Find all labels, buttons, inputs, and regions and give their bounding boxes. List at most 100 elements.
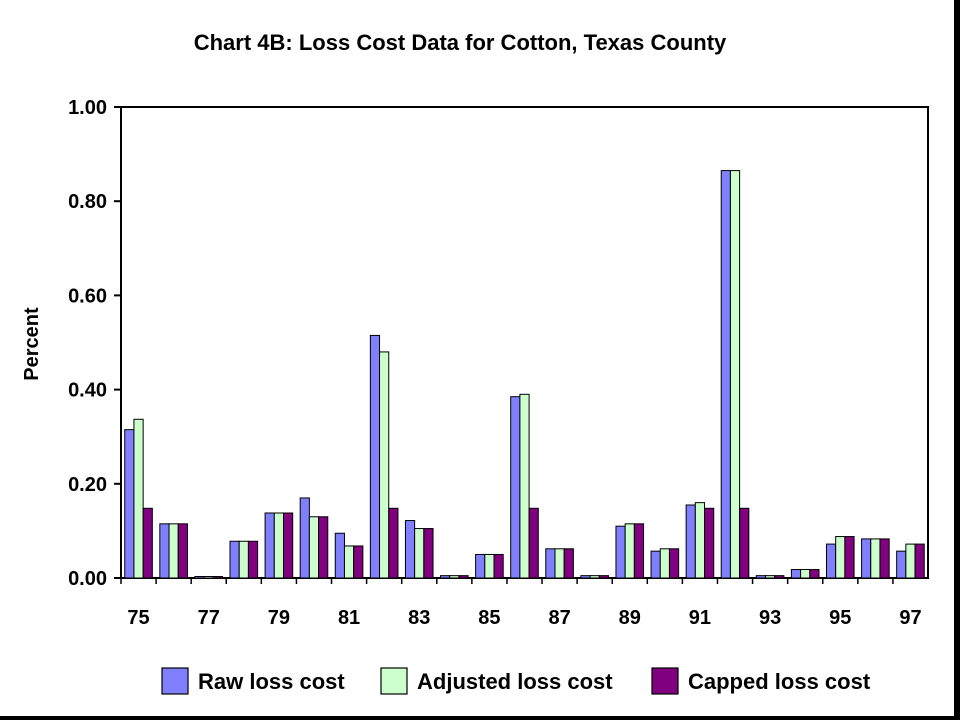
bar-capped-loss-cost-97 xyxy=(914,543,925,579)
bar-adjusted-loss-cost-97 xyxy=(905,543,916,579)
bar-adjusted-loss-cost-89 xyxy=(624,523,635,579)
legend-swatch xyxy=(651,667,679,695)
legend: Raw loss cost Adjusted loss cost Capped lo… xyxy=(161,667,871,695)
bar-adjusted-loss-cost-81 xyxy=(343,545,355,579)
bar-adjusted-loss-cost-86 xyxy=(519,393,530,579)
bar-adjusted-loss-cost-92 xyxy=(729,170,741,579)
legend-label: Adjusted loss cost xyxy=(417,669,613,694)
bar-adjusted-loss-cost-84 xyxy=(449,575,460,579)
bar-capped-loss-cost-81 xyxy=(353,545,364,579)
bar-capped-loss-cost-88 xyxy=(598,575,609,579)
bar-adjusted-loss-cost-88 xyxy=(589,575,600,579)
bar-raw-loss-cost-87 xyxy=(545,548,556,579)
bar-raw-loss-cost-82 xyxy=(369,334,381,579)
x-tick-label: 81 xyxy=(338,607,360,629)
bar-raw-loss-cost-97 xyxy=(896,550,907,579)
plot-area: 0.00 0.20 0.40 0.60 0.80 1.00 75 77 79 81 83 85 87 89… xyxy=(68,97,929,629)
bar-raw-loss-cost-78 xyxy=(229,540,240,579)
bar-capped-loss-cost-91 xyxy=(704,507,715,579)
bar-adjusted-loss-cost-95 xyxy=(835,536,846,579)
bar-capped-loss-cost-79 xyxy=(282,512,294,579)
y-tick-label: 0.80 xyxy=(68,191,107,213)
bar-raw-loss-cost-79 xyxy=(264,512,275,579)
bar-raw-loss-cost-90 xyxy=(650,550,661,579)
bar-capped-loss-cost-93 xyxy=(774,575,785,579)
bar-capped-loss-cost-78 xyxy=(247,540,259,579)
x-tick-label: 77 xyxy=(198,607,220,629)
bar-raw-loss-cost-86 xyxy=(510,396,521,579)
bar-capped-loss-cost-89 xyxy=(633,523,645,579)
bar-raw-loss-cost-85 xyxy=(475,553,486,579)
bar-capped-loss-cost-75 xyxy=(142,507,153,579)
bottom-edge-border xyxy=(0,716,960,720)
legend-label: Capped loss cost xyxy=(688,669,871,694)
bar-raw-loss-cost-91 xyxy=(685,504,696,579)
bar-adjusted-loss-cost-85 xyxy=(484,553,495,579)
x-tick-label: 97 xyxy=(899,607,921,629)
x-tick-label: 91 xyxy=(689,607,711,629)
y-tick-label: 1.00 xyxy=(68,97,107,119)
x-tick-label: 89 xyxy=(619,607,641,629)
x-tick-label: 95 xyxy=(829,607,851,629)
right-edge-border xyxy=(954,0,960,720)
bar-adjusted-loss-cost-93 xyxy=(765,575,776,579)
bar-adjusted-loss-cost-76 xyxy=(168,523,179,579)
bar-raw-loss-cost-76 xyxy=(159,523,170,579)
bar-adjusted-loss-cost-87 xyxy=(554,548,565,579)
bar-capped-loss-cost-76 xyxy=(177,523,188,579)
bar-adjusted-loss-cost-91 xyxy=(694,502,706,579)
y-tick-label: 0.20 xyxy=(68,474,107,496)
bar-adjusted-loss-cost-78 xyxy=(238,540,249,579)
bar-raw-loss-cost-81 xyxy=(334,532,345,579)
bar-capped-loss-cost-92 xyxy=(739,507,750,579)
y-tick-label: 0.40 xyxy=(68,380,107,402)
bar-raw-loss-cost-93 xyxy=(755,575,767,579)
y-axis-label: Percent xyxy=(21,307,43,381)
bar-adjusted-loss-cost-90 xyxy=(659,548,670,579)
legend-swatch xyxy=(161,667,189,695)
bar-adjusted-loss-cost-94 xyxy=(800,569,811,579)
bar-adjusted-loss-cost-82 xyxy=(379,351,390,579)
bar-capped-loss-cost-84 xyxy=(458,575,469,579)
bar-capped-loss-cost-80 xyxy=(318,516,329,579)
bar-adjusted-loss-cost-96 xyxy=(870,538,881,579)
bar-capped-loss-cost-94 xyxy=(809,569,820,579)
bar-capped-loss-cost-82 xyxy=(388,507,399,579)
bar-raw-loss-cost-95 xyxy=(825,543,837,579)
bar-raw-loss-cost-75 xyxy=(124,429,135,579)
bar-raw-loss-cost-83 xyxy=(404,520,416,579)
x-tick-label: 79 xyxy=(268,607,290,629)
x-tick-label: 85 xyxy=(478,607,500,629)
chart-title: Chart 4B: Loss Cost Data for Cotton, Tex… xyxy=(194,30,727,55)
bar-capped-loss-cost-77 xyxy=(212,576,224,579)
legend-swatch xyxy=(380,667,408,695)
bar-adjusted-loss-cost-77 xyxy=(203,576,214,579)
bar-raw-loss-cost-89 xyxy=(615,525,626,579)
bar-adjusted-loss-cost-83 xyxy=(414,528,425,579)
bar-capped-loss-cost-90 xyxy=(668,548,680,579)
x-tick-label: 87 xyxy=(548,607,570,629)
x-tick-label: 75 xyxy=(127,607,149,629)
bar-raw-loss-cost-88 xyxy=(580,575,591,579)
bar-raw-loss-cost-84 xyxy=(440,575,451,579)
bar-raw-loss-cost-94 xyxy=(790,569,802,579)
bar-adjusted-loss-cost-79 xyxy=(273,512,284,579)
bar-raw-loss-cost-80 xyxy=(299,497,310,579)
bar-capped-loss-cost-83 xyxy=(423,528,434,579)
x-tick-label: 93 xyxy=(759,607,781,629)
bar-capped-loss-cost-86 xyxy=(528,507,539,579)
bar-raw-loss-cost-92 xyxy=(720,170,731,579)
bar-adjusted-loss-cost-80 xyxy=(308,516,320,579)
y-tick-label: 0.60 xyxy=(68,285,107,307)
bar-raw-loss-cost-77 xyxy=(194,576,205,579)
bar-capped-loss-cost-87 xyxy=(563,548,574,579)
bar-capped-loss-cost-85 xyxy=(493,553,504,579)
bar-capped-loss-cost-96 xyxy=(879,538,890,579)
legend-label: Raw loss cost xyxy=(198,669,345,694)
bar-capped-loss-cost-95 xyxy=(844,536,855,579)
y-tick-label: 0.00 xyxy=(68,568,107,590)
x-tick-label: 83 xyxy=(408,607,430,629)
bar-raw-loss-cost-96 xyxy=(861,538,872,579)
